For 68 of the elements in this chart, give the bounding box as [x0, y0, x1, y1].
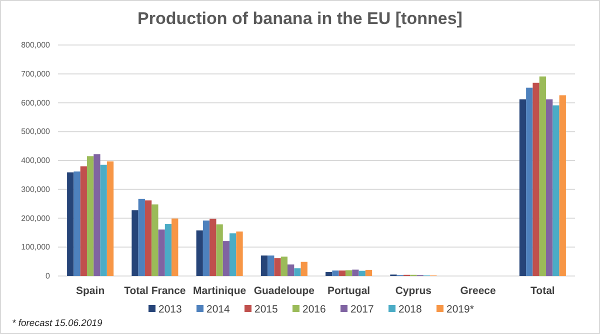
bar — [532, 82, 540, 276]
bar — [100, 164, 107, 276]
bar — [222, 241, 230, 276]
y-tick-label: 800,000 — [21, 40, 51, 50]
x-tick-label: Cyprus — [395, 285, 432, 297]
bar — [552, 105, 560, 276]
bar — [196, 230, 203, 276]
bar — [236, 232, 243, 276]
legend-label: 2019* — [446, 304, 474, 316]
legend-label: 2013 — [158, 304, 182, 316]
y-tick-label: 700,000 — [21, 69, 51, 78]
bar — [94, 154, 100, 276]
bar — [152, 204, 158, 276]
bar — [294, 268, 301, 276]
bar — [216, 224, 223, 276]
y-tick-label: 400,000 — [21, 156, 51, 166]
x-tick-label: Total — [530, 285, 555, 297]
bar — [74, 171, 80, 276]
bar — [345, 270, 352, 276]
bar — [338, 270, 346, 276]
bar — [164, 224, 172, 276]
bar — [260, 256, 268, 276]
bar — [519, 99, 526, 276]
bar — [358, 270, 366, 276]
y-tick-label: 300,000 — [21, 184, 51, 194]
y-tick-label: 100,000 — [21, 242, 51, 252]
bar — [268, 256, 274, 276]
bar — [230, 233, 236, 276]
bar — [138, 198, 145, 276]
bar — [210, 218, 216, 276]
bar — [106, 161, 114, 276]
bar — [526, 88, 533, 276]
bar — [172, 218, 178, 276]
bar — [144, 200, 152, 276]
x-tick-label: Guadeloupe — [254, 285, 315, 297]
y-tick-label: 200,000 — [21, 214, 51, 223]
x-tick-label: Total France — [124, 285, 186, 297]
bar — [288, 264, 294, 276]
bar — [86, 156, 94, 276]
bar — [332, 270, 339, 276]
y-tick-label: 600,000 — [21, 98, 51, 108]
bar — [280, 256, 288, 276]
bar — [352, 270, 359, 276]
bar — [67, 172, 74, 276]
legend-label: 2016 — [302, 304, 326, 316]
legend-label: 2014 — [206, 304, 230, 316]
legend-label: 2018 — [398, 304, 422, 316]
bar — [365, 270, 372, 276]
bar — [546, 99, 553, 276]
x-tick-label: Portugal — [328, 285, 370, 297]
x-tick-label: Spain — [76, 285, 105, 297]
chart-title: Production of banana in the EU [tonnes] — [138, 9, 462, 28]
legend-label: 2015 — [254, 304, 278, 316]
bar — [274, 258, 281, 276]
y-tick-label: 500,000 — [21, 127, 51, 136]
bar — [559, 95, 566, 276]
x-tick-label: Greece — [460, 285, 496, 297]
bar — [300, 262, 308, 276]
bar — [132, 210, 138, 276]
text: * forecast 15.06.2019 — [12, 318, 104, 329]
bar — [158, 230, 165, 276]
bar — [326, 272, 332, 276]
bar — [202, 220, 210, 276]
legend-label: 2017 — [350, 304, 374, 316]
bar — [539, 76, 546, 276]
bar — [80, 166, 87, 276]
y-tick-label: 0 — [46, 272, 51, 281]
x-tick-label: Martinique — [193, 285, 246, 297]
